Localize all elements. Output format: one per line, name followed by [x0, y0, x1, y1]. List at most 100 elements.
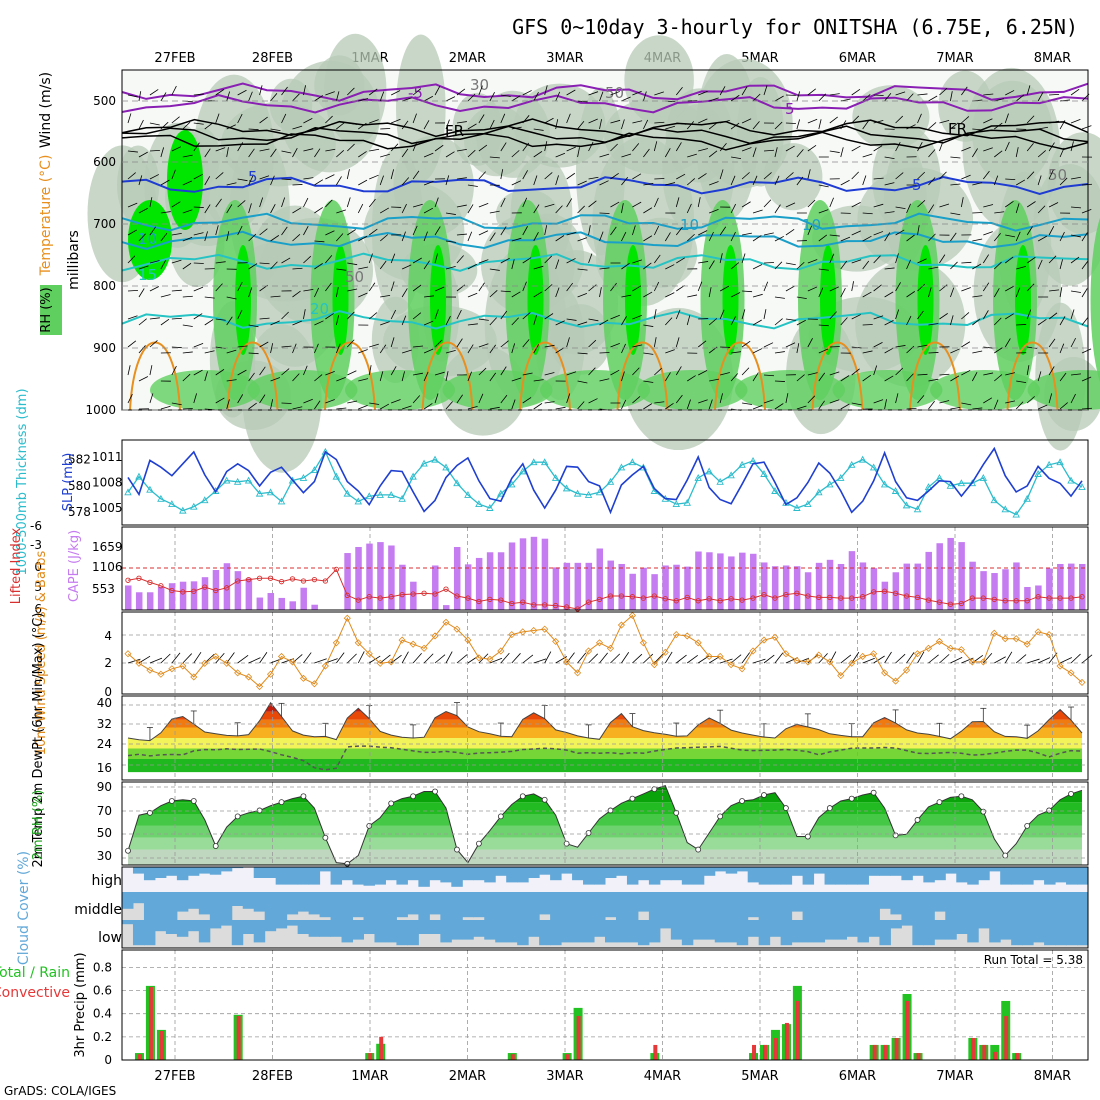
wind-barb — [708, 287, 712, 298]
wind-barb — [379, 260, 387, 270]
wind-barb — [325, 313, 334, 320]
wind-barb — [171, 365, 177, 376]
wind-barb — [281, 150, 292, 154]
wind-barb — [555, 406, 566, 410]
wind-barb — [478, 318, 489, 321]
surface-wind-barb — [577, 652, 587, 664]
wind-barb — [1048, 312, 1058, 320]
cloud-low-cover — [605, 920, 617, 943]
cape-bar — [245, 578, 253, 610]
rh-zone-low — [540, 370, 650, 410]
cloud-low-cover — [725, 920, 738, 943]
cape-bar — [234, 571, 242, 610]
cloud-high-bar — [275, 867, 288, 885]
surface-wind-barb — [522, 654, 534, 664]
cloud-middle-bar — [835, 892, 847, 920]
cloud-middle-bar — [813, 892, 826, 920]
wind-barb — [1005, 201, 1014, 208]
wind-speed-point — [694, 639, 702, 647]
wind-speed-point — [431, 632, 439, 640]
cloud-low-bar — [363, 934, 375, 948]
wind-barb — [511, 317, 519, 326]
wind-barb — [675, 337, 680, 348]
wind-barb — [643, 207, 653, 214]
surface-wind-barb — [357, 651, 365, 664]
wind-speed-point — [1012, 635, 1020, 643]
cape-bar — [728, 556, 735, 610]
wind-barb — [840, 317, 848, 326]
wind-barb — [1070, 234, 1081, 238]
wind-barb — [522, 142, 530, 152]
wind-axis-label: 10m Wind Speed (m/s) & Barbs — [34, 550, 49, 755]
wind-barb — [160, 318, 170, 326]
wind-barb — [303, 309, 306, 320]
wind-barb — [599, 119, 602, 130]
wind-barb — [270, 295, 281, 298]
wind-barb — [720, 372, 730, 376]
wind-barb — [401, 371, 405, 382]
cloud-middle-bar — [890, 892, 902, 915]
wind-barb — [665, 349, 675, 354]
rh-point — [410, 793, 417, 800]
wind-barb — [259, 262, 270, 265]
cloud-high-bar — [583, 867, 595, 885]
wind-barb — [1070, 256, 1080, 264]
wind-barb — [138, 265, 149, 270]
cloud-low-cover — [1022, 920, 1034, 946]
wind-barb — [719, 143, 727, 152]
cloud-middle-bar — [758, 892, 771, 920]
rh-point — [475, 840, 482, 847]
thickness-point — [738, 460, 746, 468]
wind-barb — [741, 309, 746, 320]
cloud-low-cover — [747, 920, 760, 937]
wind-barb — [281, 345, 292, 348]
precip-conv-bar — [148, 987, 153, 1060]
wind-barb — [346, 169, 350, 180]
cloud-middle-bar — [879, 892, 891, 909]
cape-bar — [541, 538, 549, 610]
wind-speed-point — [332, 639, 340, 647]
wind-barb — [555, 235, 565, 242]
wind-speed-point — [497, 647, 505, 655]
wind-barb — [1026, 283, 1035, 292]
cape-bar — [552, 567, 560, 610]
cloud-low-bar — [769, 936, 782, 948]
cloud-low-bar — [220, 925, 233, 948]
wind-barb — [522, 257, 532, 264]
wind-barb — [292, 125, 303, 130]
wind-barb — [730, 231, 736, 242]
wind-barb — [478, 259, 489, 264]
wind-barb — [928, 233, 936, 242]
wind-speed-point — [486, 655, 494, 663]
cloud-low-bar — [912, 945, 924, 948]
cloud-high-bar — [330, 867, 343, 885]
cloud-high-bar — [857, 867, 869, 885]
wind-barb — [127, 393, 133, 404]
rh-point — [761, 792, 767, 798]
wind-barb — [895, 115, 904, 124]
wind-barb — [708, 260, 715, 270]
wind-barb — [632, 143, 640, 152]
wind-speed-point — [760, 636, 768, 644]
temp-band — [128, 727, 1082, 738]
contour-label: FR — [948, 120, 967, 138]
wind-barb — [697, 173, 707, 180]
dewpoint-line — [127, 745, 1083, 771]
cloud-low-cover — [626, 920, 639, 943]
cloud-high-bar — [659, 867, 672, 881]
wind-barb — [204, 148, 211, 158]
thickness-point — [551, 473, 560, 481]
wind-barb — [281, 113, 287, 124]
wind-speed-point — [179, 662, 187, 670]
wind-barb — [149, 286, 160, 292]
cloud-low-cover — [517, 920, 529, 946]
precip-conv-bar — [576, 1016, 581, 1060]
wind-barb — [1038, 126, 1049, 130]
wind-barb — [621, 231, 627, 242]
wind-barb — [467, 344, 474, 354]
wind-barb — [204, 319, 214, 326]
wind-barb — [138, 207, 148, 214]
wind-barb — [763, 149, 775, 152]
wind-barb — [807, 118, 818, 124]
precip-tick-label: 0.2 — [93, 1030, 112, 1044]
